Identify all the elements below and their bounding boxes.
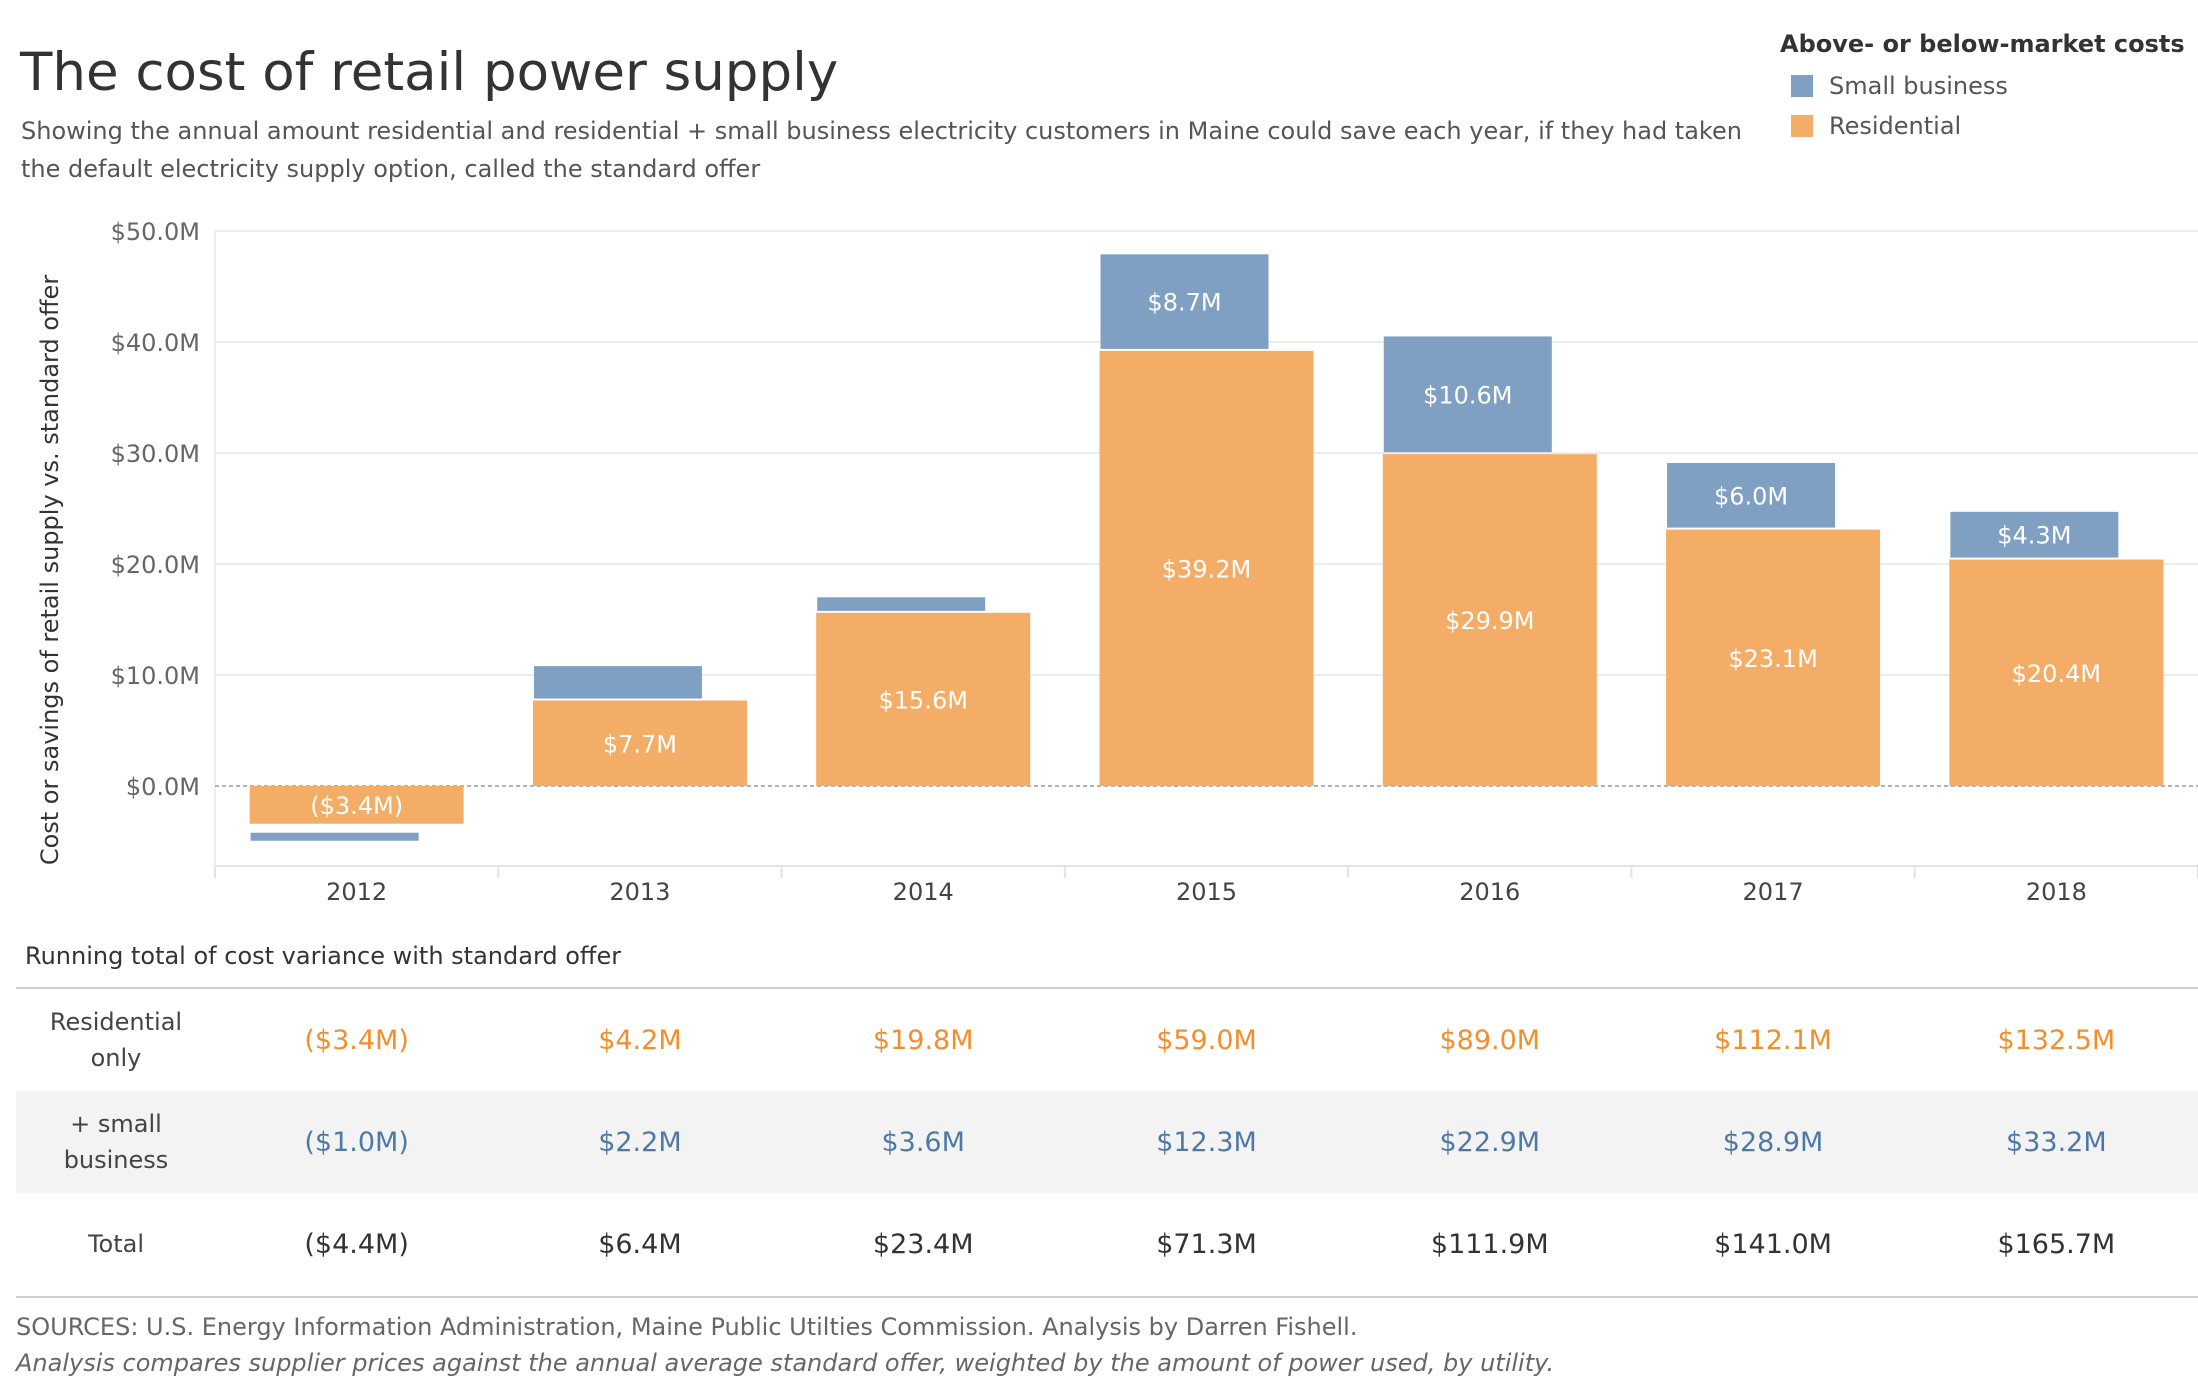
table-cell: $141.0M (1714, 1228, 1832, 1260)
bar-residential (532, 700, 747, 786)
legend-label-small-business: Small business (1829, 72, 2008, 100)
table-cell: $12.3M (1156, 1126, 1257, 1158)
y-tick-label: $10.0M (111, 662, 200, 690)
bar-small-business (1667, 462, 1836, 528)
table-cell: $111.9M (1430, 1228, 1549, 1260)
row-label-text: Total (87, 1230, 145, 1258)
legend: Above- or below-market costs Small busin… (1780, 30, 2185, 146)
bar-small-business (1100, 254, 1269, 349)
table-cell: $19.8M (872, 1024, 974, 1056)
x-tick-label: 2013 (609, 878, 670, 906)
analysis-note: Analysis compares supplier prices agains… (16, 1349, 1555, 1377)
bar-small-business (250, 832, 419, 841)
row-label: Residential only (16, 989, 216, 1091)
y-tick-label: $40.0M (111, 329, 200, 357)
row-label: Total (16, 1193, 216, 1295)
legend-swatch-small-business (1791, 75, 1813, 97)
bar-small-business (533, 666, 702, 699)
table-cell: $6.4M (598, 1228, 682, 1260)
bar-label-small-business: $8.7M (1147, 289, 1221, 317)
legend-swatch-residential (1791, 115, 1813, 137)
source-note: SOURCES: U.S. Energy Information Adminis… (16, 1313, 1358, 1341)
bar-residential (1099, 350, 1314, 786)
table-cell: ($1.0M) (304, 1126, 409, 1158)
table-cell: $28.9M (1722, 1126, 1824, 1158)
table-row: Total ($4.4M) $6.4M $23.4M $71.3M $111.9M $141… (16, 1193, 2198, 1295)
table-cell: $71.3M (1156, 1228, 1257, 1260)
table-cell: $33.2M (2006, 1126, 2107, 1158)
bar-small-business (1950, 511, 2119, 558)
table-bottom-rule (16, 1296, 2198, 1298)
legend-title: Above- or below-market costs (1780, 30, 2185, 58)
table-cell: $132.5M (1997, 1024, 2116, 1056)
legend-item-residential[interactable]: Residential (1780, 106, 2185, 146)
table-cell: $112.1M (1714, 1024, 1832, 1056)
x-tick-label: 2014 (893, 878, 954, 906)
bar-label-residential: $23.1M (1728, 645, 1817, 673)
bar-residential (1666, 529, 1881, 786)
bar-label-residential: $15.6M (879, 686, 968, 714)
y-tick-label: $20.0M (111, 551, 200, 579)
chart-subtitle: Showing the annual amount residential an… (21, 117, 1742, 183)
table-cell: ($4.4M) (304, 1228, 409, 1260)
bar-chart: $0.0M $10.0M $20.0M $30.0M $40.0M $50.0M ($3.4… (36, 218, 2198, 906)
y-tick-label: $0.0M (126, 773, 200, 801)
y-tick-label: $30.0M (111, 440, 200, 468)
row-label: + small business (16, 1091, 216, 1193)
table-cell: $3.6M (881, 1126, 965, 1158)
bar-label-residential: $39.2M (1162, 555, 1251, 583)
table-cell: $59.0M (1156, 1024, 1257, 1056)
table-cell: $89.0M (1439, 1024, 1541, 1056)
x-tick-label: 2018 (2026, 878, 2087, 906)
table-cell: $4.2M (598, 1024, 682, 1056)
table-row: Residential only ($3.4M) $4.2M $19.8M $59.0M… (16, 989, 2198, 1091)
table-cell: $165.7M (1997, 1228, 2116, 1260)
x-tick-label: 2012 (326, 878, 387, 906)
table-caption: Running total of cost variance with stan… (25, 942, 622, 970)
bar-label-small-business: $6.0M (1714, 482, 1788, 510)
bar-label-residential: ($3.4M) (310, 792, 403, 820)
legend-item-small-business[interactable]: Small business (1780, 66, 2185, 106)
bar-small-business (817, 597, 986, 611)
bar-label-residential: $20.4M (2012, 660, 2101, 688)
bar-residential (1382, 454, 1597, 786)
table-top-rule (16, 987, 2198, 989)
table-row: + small business ($1.0M) $2.2M $3.6M $12.3M $… (16, 1091, 2198, 1193)
x-tick-label: 2017 (1743, 878, 1804, 906)
bar-residential (1949, 559, 2164, 786)
row-label-text: Residential only (49, 1008, 183, 1072)
bar-label-small-business: $4.3M (1997, 522, 2071, 550)
table-cell: $2.2M (598, 1126, 682, 1158)
y-tick-label: $50.0M (111, 218, 200, 246)
row-label-text: + small business (63, 1110, 169, 1174)
bar-small-business (1383, 336, 1552, 453)
bar-label-small-business: $10.6M (1423, 381, 1512, 409)
chart-title: The cost of retail power supply (20, 42, 839, 103)
bar-label-residential: $7.7M (603, 730, 677, 758)
bar-residential (816, 612, 1031, 786)
table-cell: $23.4M (872, 1228, 974, 1260)
bar-label-residential: $29.9M (1445, 607, 1534, 635)
y-axis-title: Cost or savings of retail supply vs. sta… (36, 275, 64, 865)
table-cell: ($3.4M) (304, 1024, 409, 1056)
legend-label-residential: Residential (1829, 112, 1962, 140)
x-tick-label: 2016 (1459, 878, 1520, 906)
bar-residential (249, 786, 464, 824)
x-tick-label: 2015 (1176, 878, 1237, 906)
table-cell: $22.9M (1439, 1126, 1541, 1158)
